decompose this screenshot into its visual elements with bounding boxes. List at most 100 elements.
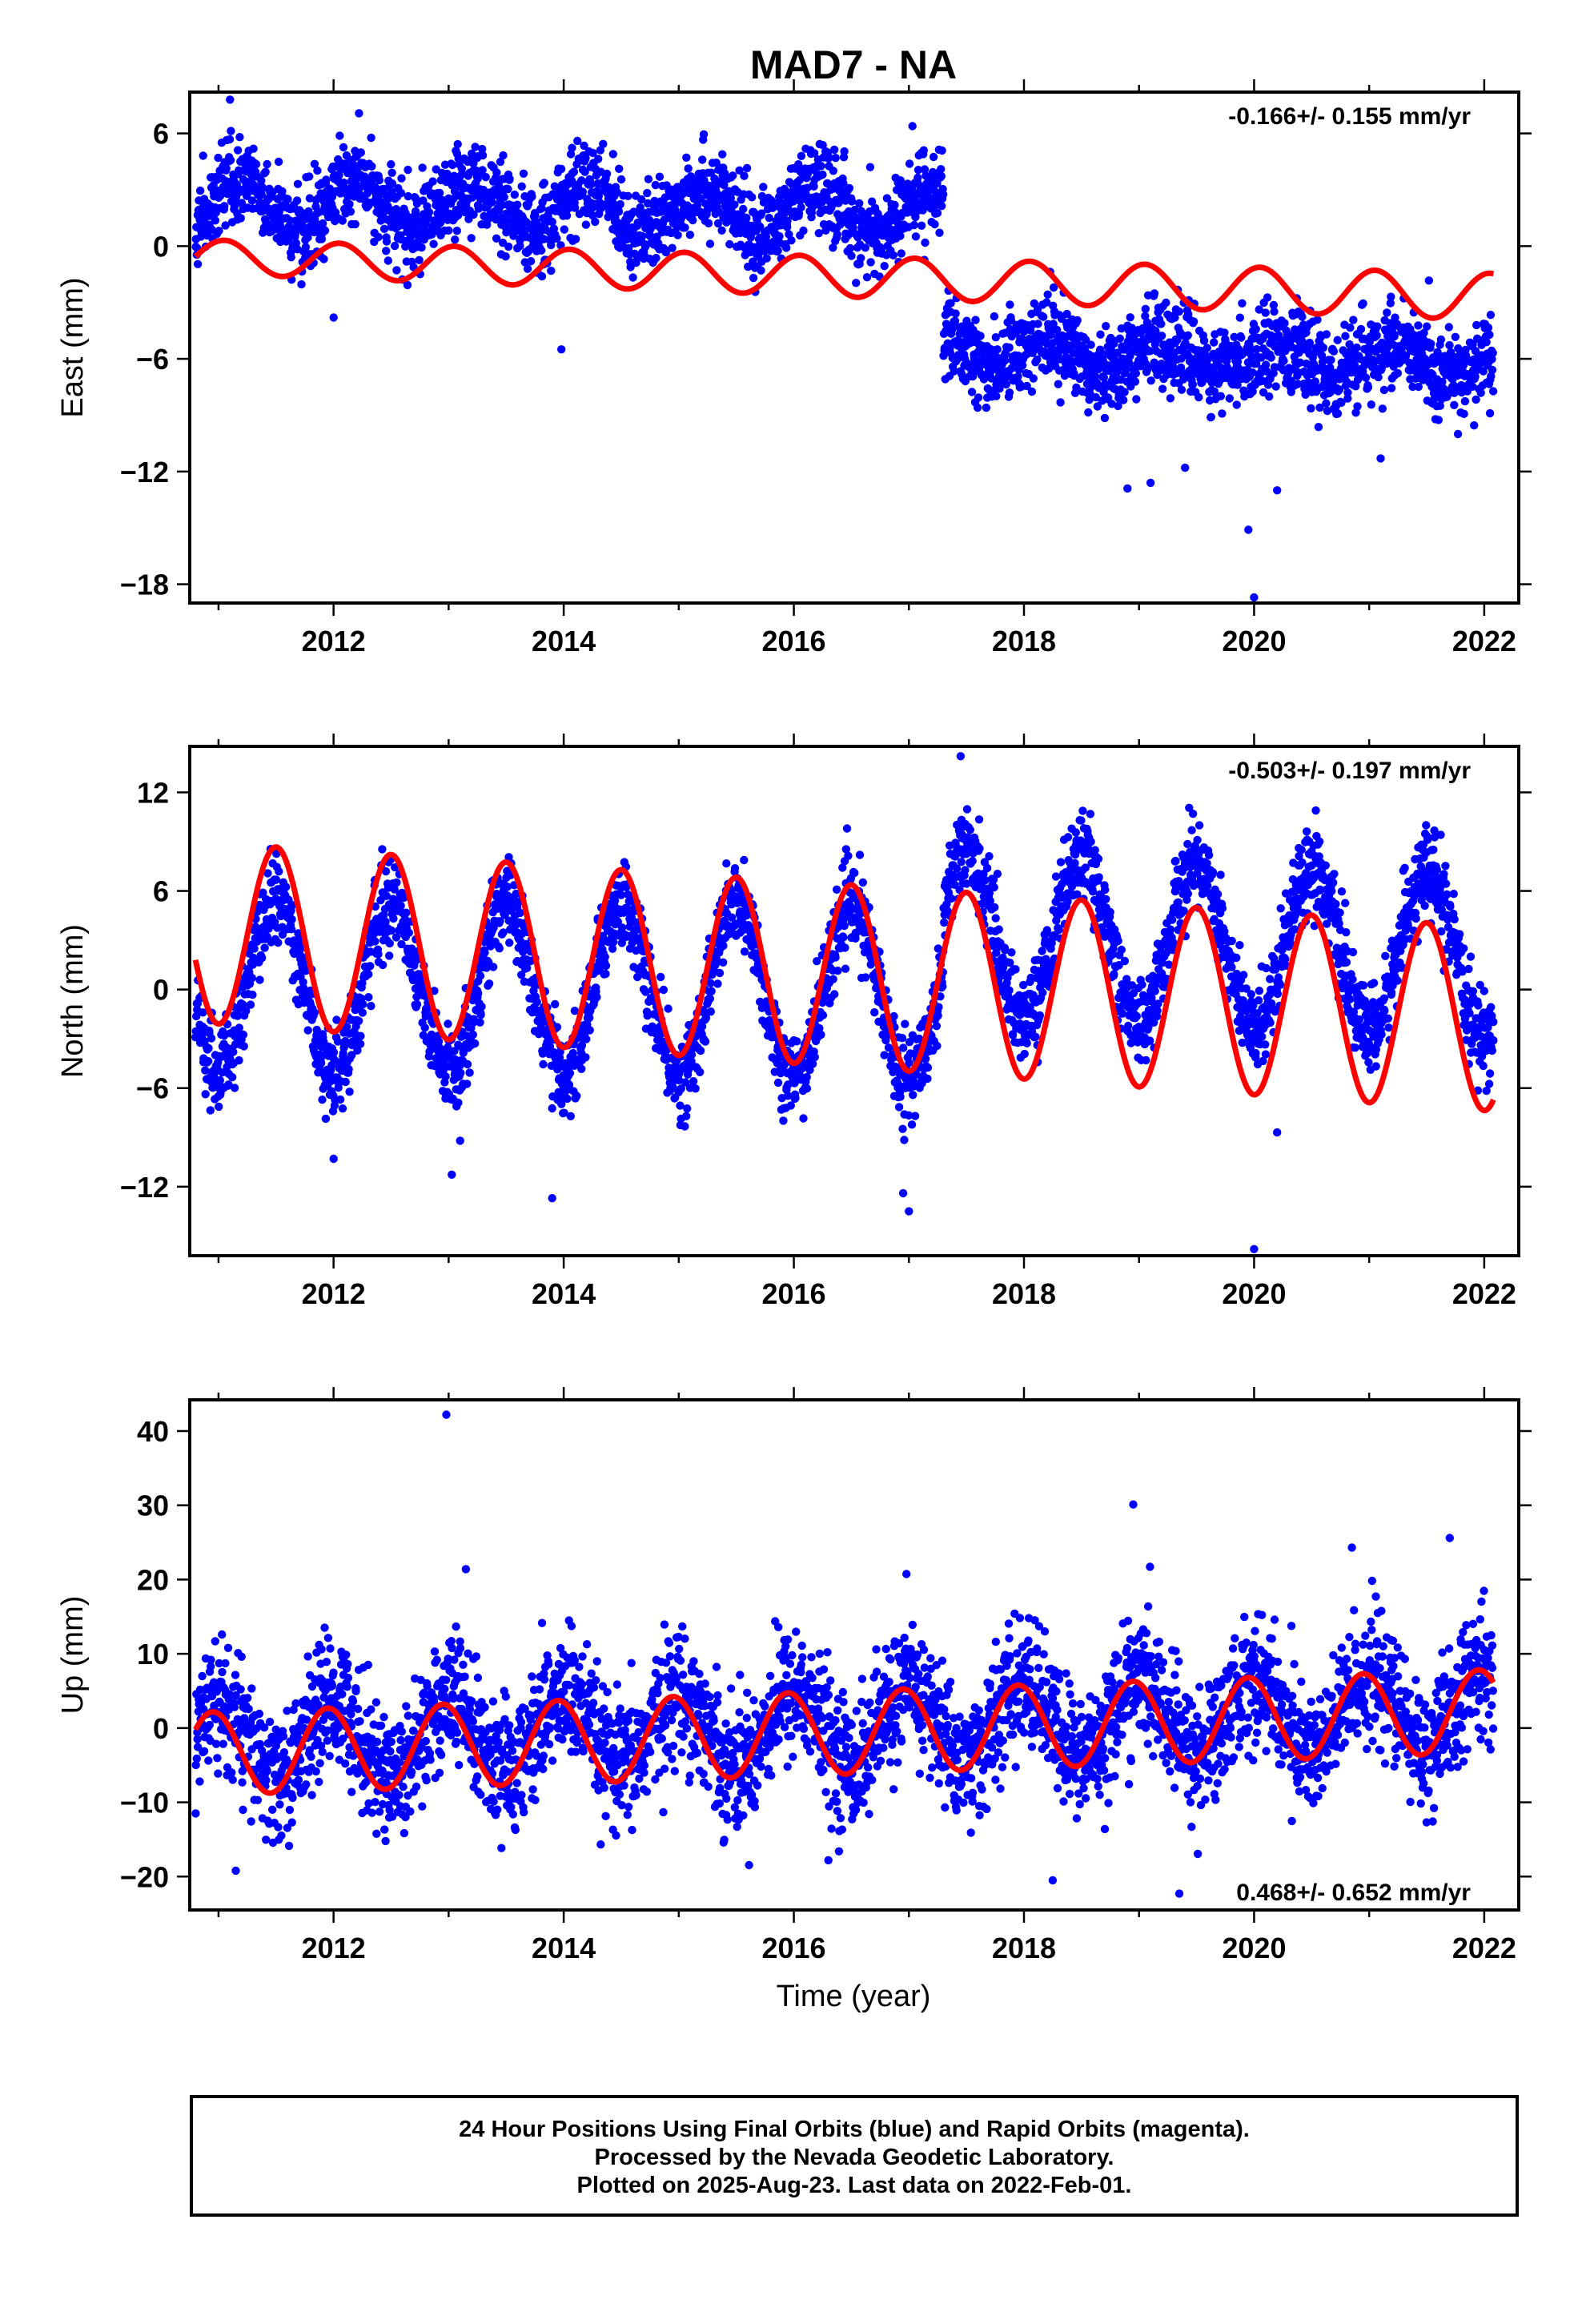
data-point (1454, 344, 1463, 353)
data-point (1468, 340, 1477, 349)
data-point (1022, 381, 1031, 391)
data-point (476, 1018, 484, 1027)
data-point (1039, 312, 1048, 321)
data-point (1453, 429, 1463, 439)
data-point (235, 133, 244, 142)
data-point (1412, 336, 1422, 346)
data-point (1056, 398, 1065, 407)
data-point (1280, 319, 1289, 328)
data-point (335, 131, 344, 140)
data-point (701, 199, 710, 208)
data-point (419, 196, 428, 205)
data-point (338, 216, 347, 225)
data-point (1488, 365, 1497, 375)
data-point (204, 1043, 213, 1053)
data-point (1060, 371, 1070, 380)
data-point (699, 130, 709, 139)
data-point (229, 1047, 238, 1056)
data-point (374, 232, 383, 242)
data-point (950, 316, 960, 325)
data-point (1210, 338, 1219, 347)
data-point (1115, 334, 1125, 343)
outlier-point (329, 313, 338, 322)
data-point (749, 273, 758, 283)
data-point (1220, 328, 1229, 337)
data-point (500, 215, 509, 225)
data-point (1327, 356, 1335, 364)
data-point (404, 165, 412, 175)
data-point (1438, 377, 1447, 386)
data-point (364, 970, 373, 979)
data-point (1174, 307, 1184, 316)
data-point (809, 182, 818, 191)
data-point (1391, 313, 1399, 322)
data-point (566, 150, 576, 159)
data-point (1259, 388, 1268, 397)
data-point (471, 143, 480, 151)
data-point (318, 1096, 327, 1104)
data-point (717, 226, 726, 235)
data-point (1170, 313, 1179, 322)
data-point (581, 153, 590, 163)
data-point (376, 216, 385, 225)
data-point (1030, 299, 1039, 308)
data-point (1307, 404, 1315, 413)
data-point (239, 1000, 247, 1009)
data-point (283, 195, 292, 203)
data-point (624, 243, 633, 253)
data-point (371, 937, 379, 946)
data-point (451, 235, 460, 244)
data-point (693, 200, 702, 210)
x-tick-label: 2018 (992, 625, 1056, 657)
data-point (1099, 373, 1109, 382)
data-point (218, 1068, 227, 1077)
data-point (1141, 304, 1150, 313)
data-point (528, 192, 536, 201)
data-point (263, 869, 272, 878)
data-point (510, 190, 519, 199)
data-point (831, 154, 840, 163)
data-point (698, 155, 707, 164)
data-point (1177, 385, 1186, 394)
data-point (1000, 356, 1010, 365)
data-point (1298, 312, 1307, 321)
data-point (913, 166, 923, 175)
data-point (358, 1008, 367, 1017)
outlier-point (1273, 486, 1282, 495)
data-point (381, 917, 390, 927)
data-point (1126, 313, 1134, 322)
data-point (584, 1013, 594, 1023)
data-point (783, 216, 792, 226)
data-point (920, 165, 930, 174)
data-point (305, 172, 314, 181)
data-point (214, 153, 223, 163)
data-point (585, 1026, 594, 1035)
data-point (402, 908, 411, 917)
data-point (1270, 307, 1279, 316)
data-point (588, 148, 597, 158)
data-point (1114, 401, 1122, 411)
data-point (342, 1023, 351, 1031)
data-point (1382, 359, 1391, 368)
data-point (1436, 358, 1445, 367)
y-tick-label: 0 (153, 230, 169, 263)
data-point (345, 199, 354, 209)
data-point (259, 183, 267, 193)
data-point (347, 1051, 356, 1059)
data-point (390, 885, 399, 894)
data-point (1322, 399, 1331, 408)
data-point (937, 171, 946, 181)
data-point (250, 944, 259, 953)
data-point (594, 155, 603, 163)
data-point (775, 231, 784, 241)
data-point (382, 237, 391, 246)
data-point (378, 960, 387, 970)
data-point (505, 939, 514, 947)
data-point (356, 148, 365, 157)
data-point (946, 299, 955, 308)
data-point (404, 191, 412, 201)
data-point (861, 243, 870, 252)
data-point (1305, 338, 1315, 348)
data-point (783, 223, 792, 231)
data-point (730, 200, 739, 209)
